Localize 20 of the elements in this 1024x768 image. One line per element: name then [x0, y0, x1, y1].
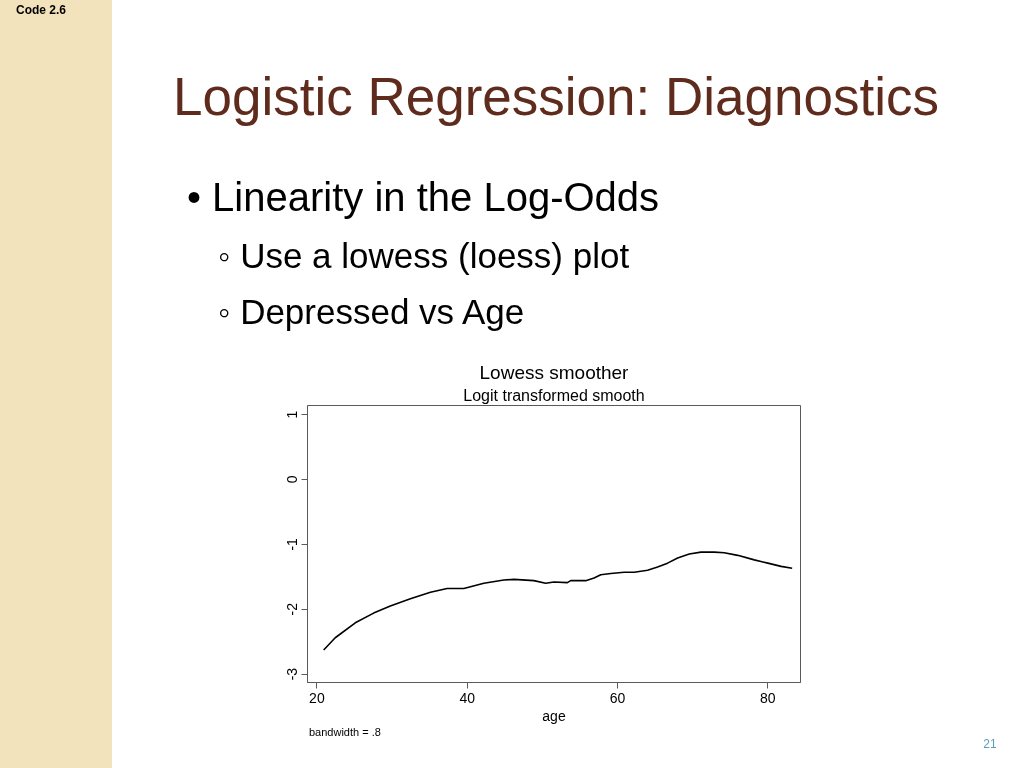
text: • Linearity in the Log-Odds — [187, 174, 660, 220]
text: 21 — [983, 737, 997, 752]
chart-title: Lowess smoother — [479, 361, 630, 383]
text: bandwidth = .8 — [309, 725, 381, 739]
text: Code 2.6 — [15, 3, 67, 18]
y-tick-label: -2 — [284, 602, 301, 616]
x-tick-label: 40 — [459, 689, 476, 706]
x-tick-label: 80 — [760, 689, 776, 706]
y-tick-label: 0 — [284, 475, 301, 484]
text: ◦ Use a lowess (loess) plot — [218, 235, 630, 277]
chart-subtitle: Logit transformed smooth — [463, 387, 645, 404]
text: Logistic Regression: Diagnostics — [173, 66, 939, 128]
x-tick-label: 20 — [309, 689, 325, 706]
text: ◦ Depressed vs Age — [218, 291, 525, 333]
x-tick-label: 60 — [609, 689, 626, 706]
x-axis-title: age — [542, 707, 566, 724]
y-tick-label: -1 — [284, 537, 301, 551]
y-tick-label: -3 — [284, 667, 301, 681]
y-tick-label: 1 — [284, 410, 301, 419]
line-series — [322, 551, 793, 651]
